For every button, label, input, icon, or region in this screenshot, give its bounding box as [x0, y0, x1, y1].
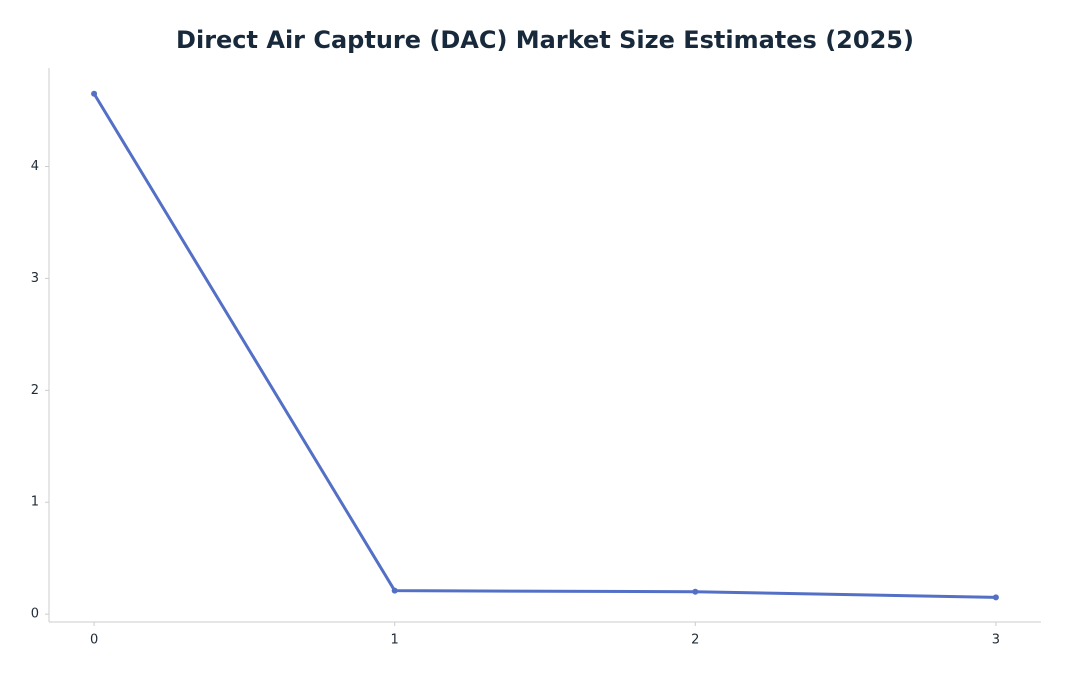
x-tick-label: 0 — [90, 633, 98, 648]
y-tick-label: 1 — [31, 495, 39, 510]
y-tick-label: 0 — [31, 607, 39, 622]
y-tick-label: 3 — [31, 271, 39, 286]
x-tick-label: 1 — [391, 633, 399, 648]
point — [692, 588, 699, 595]
y-tick-label: 4 — [31, 159, 39, 174]
chart-title: Direct Air Capture (DAC) Market Size Est… — [176, 26, 914, 54]
x-tick-label: 2 — [691, 633, 699, 648]
point — [992, 594, 999, 601]
point — [91, 90, 98, 97]
line — [92, 92, 996, 599]
x-tick-label: 3 — [992, 633, 1000, 648]
point — [391, 587, 398, 594]
y-tick-label: 2 — [31, 383, 39, 398]
